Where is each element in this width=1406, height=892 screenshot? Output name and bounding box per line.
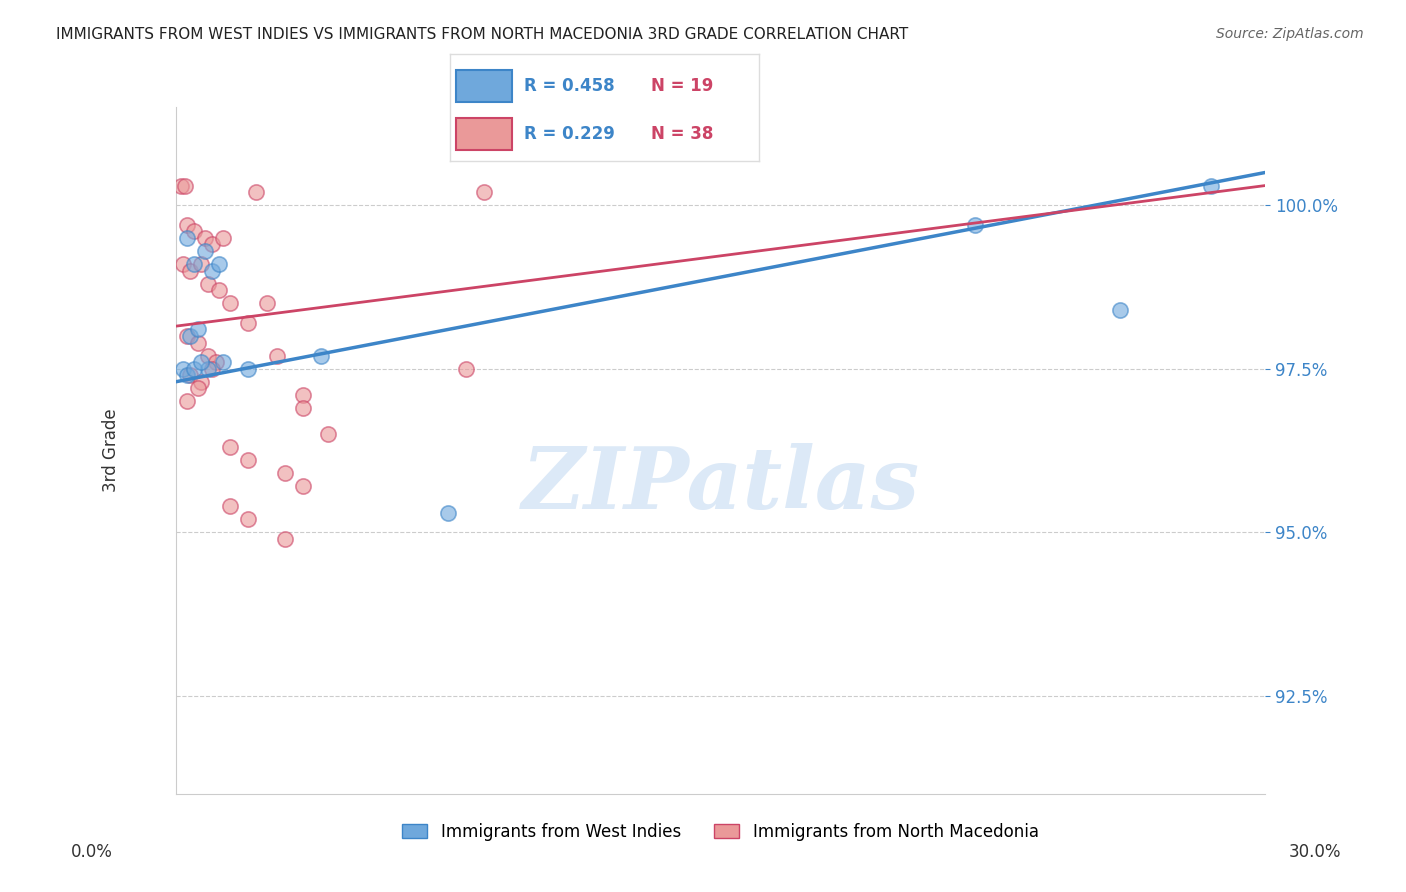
- Point: [204, 355, 226, 369]
- Point: [197, 361, 219, 376]
- Point: [183, 361, 205, 376]
- Legend: Immigrants from West Indies, Immigrants from North Macedonia: Immigrants from West Indies, Immigrants …: [395, 816, 1046, 847]
- Point: [183, 257, 205, 271]
- Point: [194, 244, 217, 258]
- Y-axis label: 3rd Grade: 3rd Grade: [103, 409, 120, 492]
- Point: [190, 257, 212, 271]
- Point: [170, 178, 193, 193]
- Point: [201, 361, 224, 376]
- Point: [309, 349, 332, 363]
- Text: ZIPatlas: ZIPatlas: [522, 443, 920, 526]
- Point: [172, 361, 194, 376]
- Point: [437, 506, 460, 520]
- Point: [456, 361, 478, 376]
- Point: [176, 231, 198, 245]
- Point: [238, 453, 260, 467]
- Point: [173, 178, 195, 193]
- FancyBboxPatch shape: [456, 70, 512, 102]
- Point: [245, 185, 267, 199]
- Point: [176, 329, 198, 343]
- Point: [219, 499, 242, 513]
- Point: [318, 427, 340, 442]
- Point: [274, 532, 297, 546]
- Point: [183, 224, 205, 238]
- Point: [219, 440, 242, 454]
- Point: [186, 322, 209, 336]
- Point: [186, 381, 209, 395]
- Point: [201, 237, 224, 252]
- Point: [238, 316, 260, 330]
- Point: [219, 296, 242, 310]
- Point: [176, 218, 198, 232]
- Point: [208, 283, 231, 297]
- Point: [274, 467, 297, 481]
- Point: [190, 375, 212, 389]
- Point: [256, 296, 278, 310]
- Point: [238, 361, 260, 376]
- Text: 0.0%: 0.0%: [70, 843, 112, 861]
- Point: [179, 329, 201, 343]
- Text: N = 19: N = 19: [651, 77, 713, 95]
- Point: [176, 368, 198, 383]
- Point: [291, 479, 314, 493]
- Text: R = 0.229: R = 0.229: [524, 125, 614, 143]
- Point: [1199, 178, 1222, 193]
- Text: N = 38: N = 38: [651, 125, 713, 143]
- Point: [179, 368, 201, 383]
- Text: Source: ZipAtlas.com: Source: ZipAtlas.com: [1216, 27, 1364, 41]
- Point: [212, 355, 235, 369]
- Text: IMMIGRANTS FROM WEST INDIES VS IMMIGRANTS FROM NORTH MACEDONIA 3RD GRADE CORRELA: IMMIGRANTS FROM WEST INDIES VS IMMIGRANT…: [56, 27, 908, 42]
- Point: [266, 349, 288, 363]
- Text: 30.0%: 30.0%: [1288, 843, 1341, 861]
- Point: [238, 512, 260, 526]
- Point: [197, 349, 219, 363]
- Point: [474, 185, 496, 199]
- Point: [208, 257, 231, 271]
- FancyBboxPatch shape: [456, 118, 512, 150]
- Point: [1109, 302, 1132, 317]
- Point: [201, 263, 224, 277]
- Point: [179, 263, 201, 277]
- Point: [212, 231, 235, 245]
- Point: [291, 401, 314, 415]
- Point: [190, 355, 212, 369]
- Point: [186, 335, 209, 350]
- Point: [176, 394, 198, 409]
- Point: [197, 277, 219, 291]
- Point: [172, 257, 194, 271]
- Point: [963, 218, 986, 232]
- Point: [291, 388, 314, 402]
- Point: [194, 231, 217, 245]
- Text: R = 0.458: R = 0.458: [524, 77, 614, 95]
